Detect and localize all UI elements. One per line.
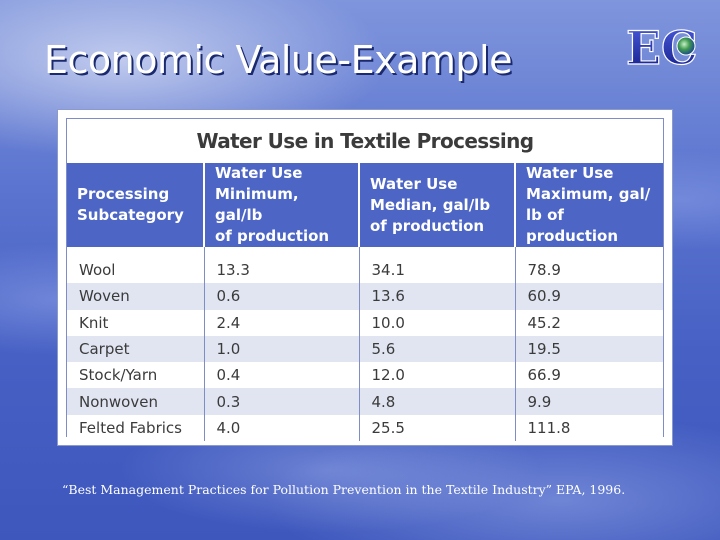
- cell-minimum: 0.6: [204, 283, 360, 310]
- cell-minimum: 13.3: [204, 257, 360, 284]
- water-use-table: Processing Subcategory Water Use Minimum, …: [67, 163, 663, 442]
- globe-icon: [676, 36, 696, 56]
- source-citation: “Best Management Practices for Pollution…: [62, 482, 626, 497]
- table-frame: Water Use in Textile Processing Processi…: [66, 118, 664, 442]
- cell-median: 12.0: [359, 362, 516, 389]
- ec-logo-graphic: EC: [625, 20, 698, 72]
- cell-maximum: 19.5: [515, 335, 663, 363]
- table-header-row: Processing Subcategory Water Use Minimum, …: [67, 163, 663, 247]
- table-title: Water Use in Textile Processing: [196, 129, 534, 153]
- table-card: Water Use in Textile Processing Processi…: [57, 109, 673, 446]
- cell-subcategory: Felted Fabrics: [67, 414, 205, 442]
- cell-minimum: 0.3: [204, 388, 360, 415]
- ec-logo: EC: [622, 20, 702, 72]
- table-row: Stock/Yarn 0.4 12.0 66.9: [67, 362, 663, 389]
- cell-minimum: 1.0: [204, 335, 360, 363]
- cell-maximum: 45.2: [515, 309, 663, 336]
- table-spacer-row: [67, 247, 663, 257]
- cell-subcategory: Nonwoven: [67, 388, 205, 415]
- cell-maximum: 9.9: [515, 388, 663, 415]
- header-minimum: Water Use Minimum, gal/lb of production: [204, 163, 360, 247]
- cell-subcategory: Woven: [67, 283, 205, 310]
- cell-median: 4.8: [359, 388, 516, 415]
- header-maximum: Water Use Maximum, gal/lb of production: [515, 163, 663, 247]
- cell-subcategory: Carpet: [67, 335, 205, 363]
- cell-median: 34.1: [359, 257, 516, 284]
- cell-maximum: 111.8: [515, 414, 663, 442]
- cell-subcategory: Wool: [67, 257, 205, 284]
- table-row: Wool 13.3 34.1 78.9: [67, 257, 663, 284]
- cell-maximum: 66.9: [515, 362, 663, 389]
- cell-maximum: 78.9: [515, 257, 663, 284]
- header-subcategory: Processing Subcategory: [67, 163, 205, 247]
- cell-median: 25.5: [359, 414, 516, 442]
- table-row: Woven 0.6 13.6 60.9: [67, 283, 663, 310]
- cell-minimum: 0.4: [204, 362, 360, 389]
- cell-subcategory: Knit: [67, 309, 205, 336]
- cell-maximum: 60.9: [515, 283, 663, 310]
- cell-median: 13.6: [359, 283, 516, 310]
- cell-subcategory: Stock/Yarn: [67, 362, 205, 389]
- table-row: Knit 2.4 10.0 45.2: [67, 309, 663, 336]
- table-row: Nonwoven 0.3 4.8 9.9: [67, 388, 663, 415]
- header-median: Water Use Median, gal/lb of production: [359, 163, 516, 247]
- table-row: Felted Fabrics 4.0 25.5 111.8: [67, 414, 663, 442]
- cell-median: 10.0: [359, 309, 516, 336]
- cell-minimum: 4.0: [204, 414, 360, 442]
- table-row: Carpet 1.0 5.6 19.5: [67, 335, 663, 363]
- cell-median: 5.6: [359, 335, 516, 363]
- cell-minimum: 2.4: [204, 309, 360, 336]
- slide-title: Economic Value-Example: [44, 38, 512, 82]
